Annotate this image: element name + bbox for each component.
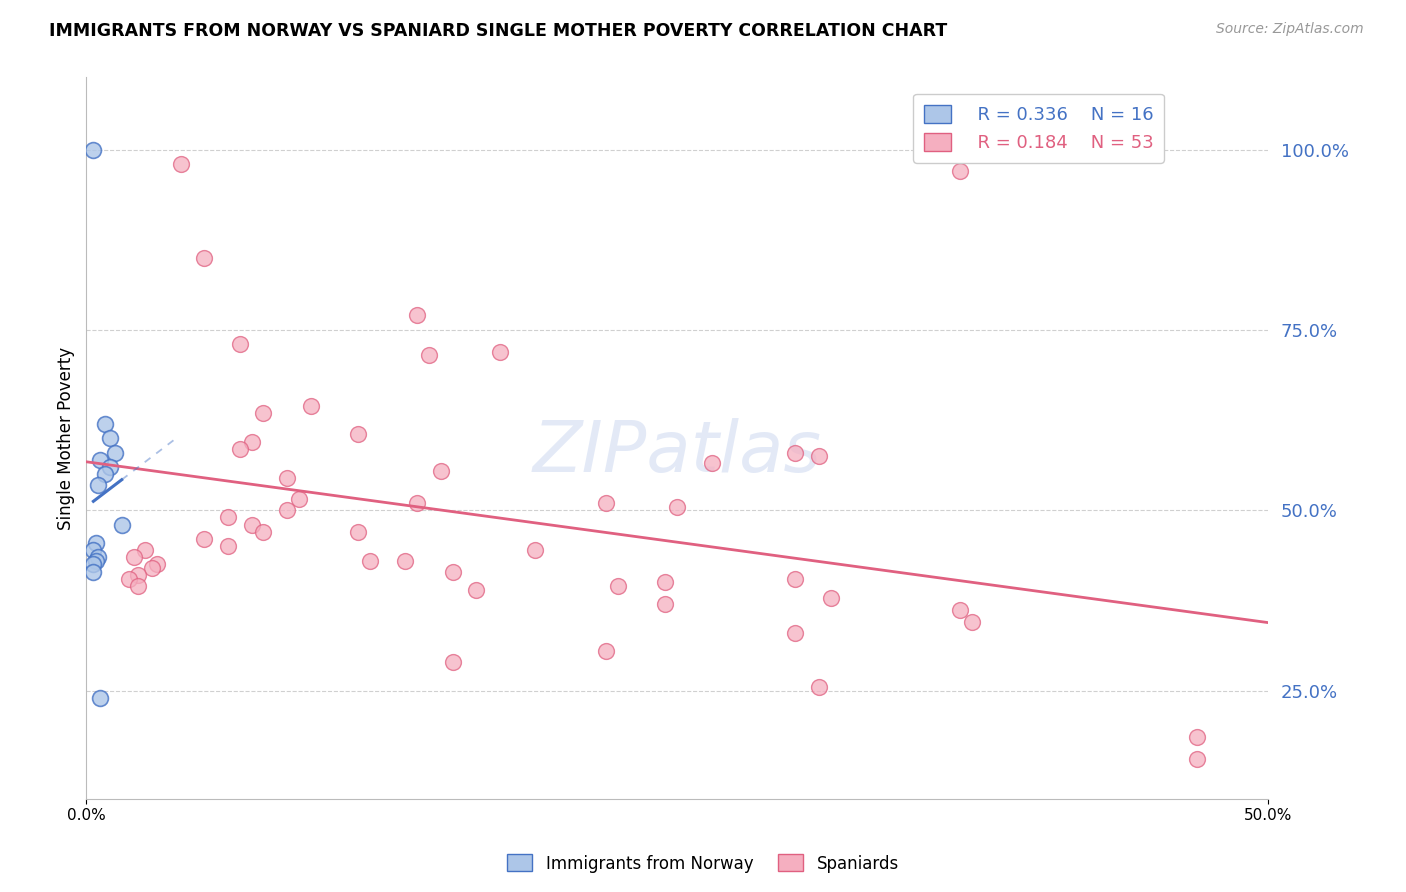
Point: [94, 417, 117, 431]
Point: [118, 572, 141, 586]
Point: [418, 348, 440, 362]
Legend: Immigrants from Norway, Spaniards: Immigrants from Norway, Spaniards: [501, 847, 905, 880]
Point: [654, 597, 676, 611]
Point: [229, 442, 252, 456]
Point: [595, 496, 617, 510]
Point: [406, 496, 429, 510]
Point: [193, 251, 215, 265]
Text: ZIPatlas: ZIPatlas: [533, 418, 821, 487]
Point: [288, 492, 311, 507]
Point: [702, 456, 724, 470]
Point: [111, 517, 134, 532]
Point: [146, 558, 169, 572]
Point: [441, 655, 464, 669]
Point: [89, 690, 111, 705]
Point: [783, 445, 806, 459]
Point: [665, 500, 688, 514]
Point: [429, 464, 451, 478]
Point: [87, 478, 110, 492]
Point: [595, 644, 617, 658]
Point: [217, 539, 239, 553]
Point: [276, 471, 298, 485]
Point: [252, 524, 274, 539]
Legend:   R = 0.336    N = 16,   R = 0.184    N = 53: R = 0.336 N = 16, R = 0.184 N = 53: [912, 94, 1164, 163]
Point: [87, 550, 110, 565]
Y-axis label: Single Mother Poverty: Single Mother Poverty: [58, 346, 75, 530]
Text: IMMIGRANTS FROM NORWAY VS SPANIARD SINGLE MOTHER POVERTY CORRELATION CHART: IMMIGRANTS FROM NORWAY VS SPANIARD SINGL…: [49, 22, 948, 40]
Text: Source: ZipAtlas.com: Source: ZipAtlas.com: [1216, 22, 1364, 37]
Point: [1185, 731, 1208, 745]
Point: [252, 406, 274, 420]
Point: [465, 582, 488, 597]
Point: [820, 591, 842, 606]
Point: [488, 344, 510, 359]
Point: [949, 164, 972, 178]
Point: [783, 572, 806, 586]
Point: [606, 579, 628, 593]
Point: [82, 565, 104, 579]
Point: [1185, 752, 1208, 766]
Point: [406, 309, 429, 323]
Point: [217, 510, 239, 524]
Point: [654, 575, 676, 590]
Point: [229, 337, 252, 351]
Point: [94, 467, 117, 482]
Point: [783, 625, 806, 640]
Point: [98, 459, 121, 474]
Point: [394, 554, 416, 568]
Point: [82, 542, 104, 557]
Point: [122, 550, 145, 565]
Point: [134, 542, 156, 557]
Point: [524, 542, 547, 557]
Point: [82, 558, 104, 572]
Point: [347, 427, 370, 442]
Point: [299, 399, 322, 413]
Point: [104, 445, 127, 459]
Point: [127, 579, 149, 593]
Point: [98, 431, 121, 445]
Point: [82, 143, 104, 157]
Point: [141, 561, 163, 575]
Point: [84, 535, 107, 549]
Point: [962, 615, 984, 629]
Point: [949, 603, 972, 617]
Point: [347, 524, 370, 539]
Point: [807, 680, 830, 694]
Point: [127, 568, 149, 582]
Point: [359, 554, 381, 568]
Point: [240, 434, 263, 449]
Point: [276, 503, 298, 517]
Point: [240, 517, 263, 532]
Point: [441, 565, 464, 579]
Point: [193, 532, 215, 546]
Point: [84, 554, 107, 568]
Point: [807, 449, 830, 463]
Point: [89, 452, 111, 467]
Point: [170, 157, 193, 171]
